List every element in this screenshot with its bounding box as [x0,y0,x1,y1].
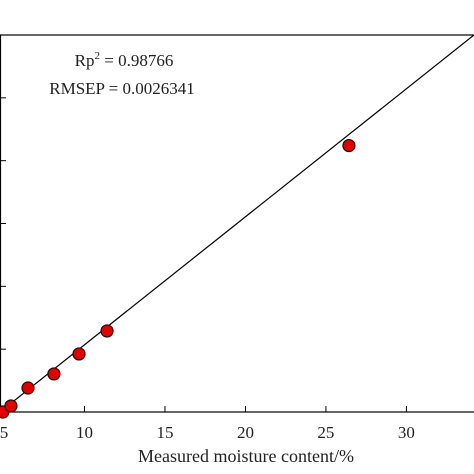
point [21,381,35,395]
annotation-text: Rp [75,51,95,70]
point [342,138,356,153]
x-tick-label: 25 [317,423,334,442]
point [72,347,86,361]
x-tick-label: 10 [76,423,93,442]
annotation-text: = 0.98766 [100,51,173,70]
x-axis-label: Measured moisture content/% [138,446,354,466]
point [4,399,18,413]
annotation: RMSEP = 0.0026341 [49,79,194,98]
annotation: Rp2 = 0.98766 [75,50,174,70]
x-tick-label: 30 [398,423,415,442]
point [100,324,114,338]
annotation-superscript: 2 [95,50,101,62]
point [47,367,61,381]
x-tick-label: 5 [0,423,8,442]
x-tick-label: 20 [237,423,254,442]
x-tick-label: 15 [156,423,173,442]
